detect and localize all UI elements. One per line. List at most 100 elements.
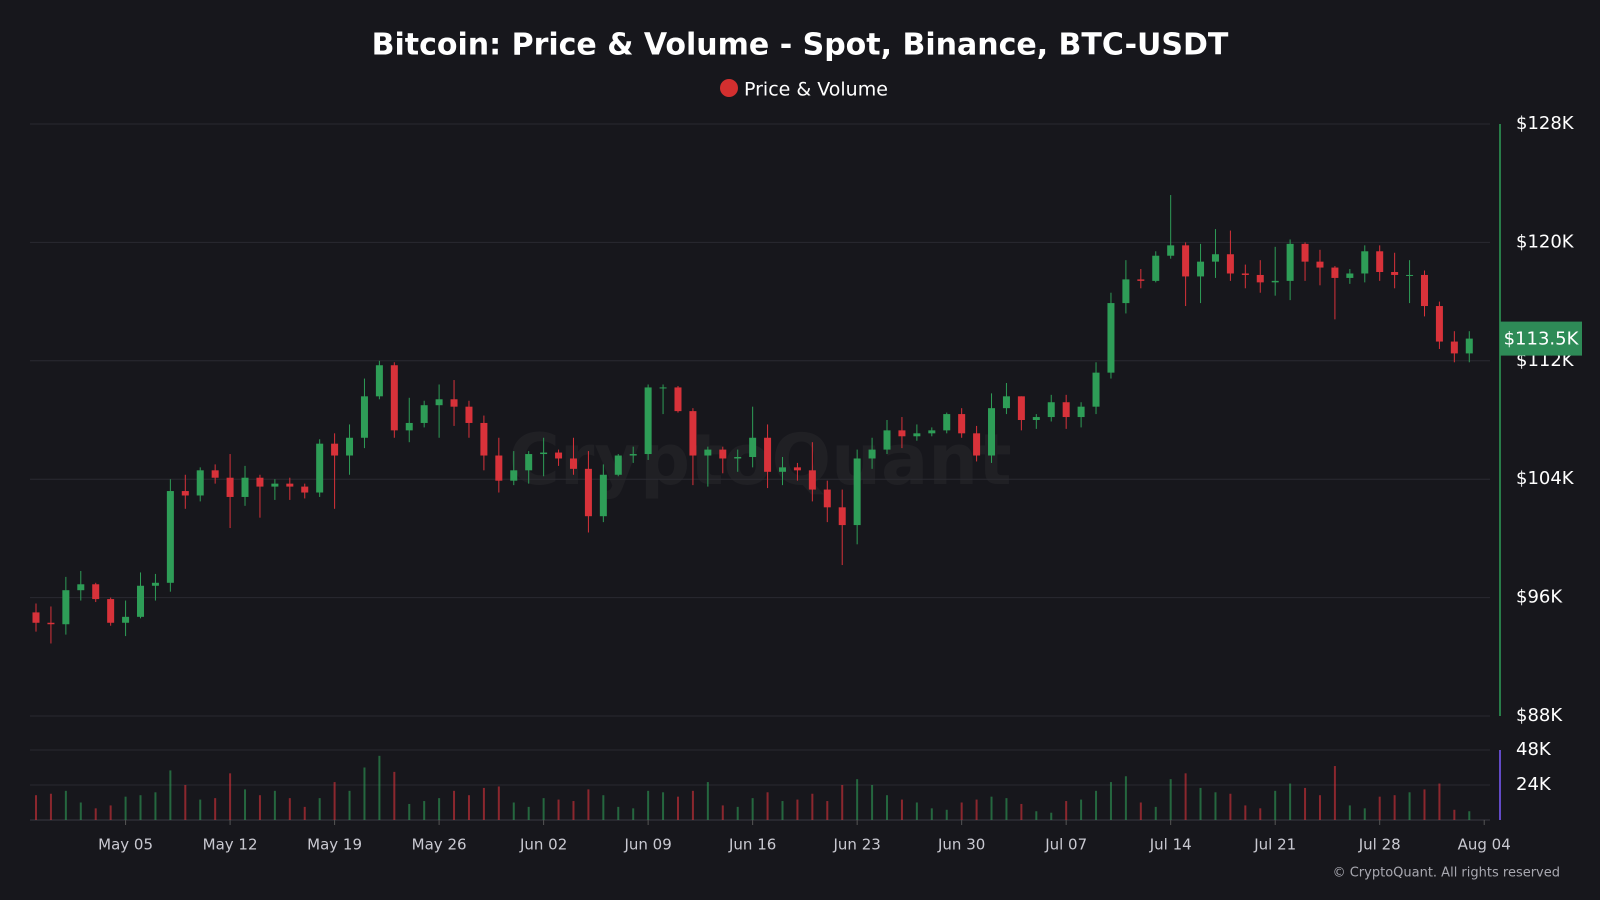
candle-body [1361,251,1369,274]
candle-body [301,486,309,493]
volume-bar [826,801,829,820]
candle-body [599,474,607,517]
candle-body [465,406,473,423]
volume-bar [945,809,948,820]
volume-bar [512,802,515,820]
candle-body [405,422,413,431]
candle-body [1211,254,1219,262]
volume-bar [1423,789,1426,820]
volume-bar [632,808,635,820]
candle-body [211,470,219,478]
volume-bar [811,793,814,820]
volume-bar [1124,776,1127,820]
candle-body [1346,273,1354,278]
legend-marker[interactable] [720,79,738,97]
candle-body [1420,274,1428,307]
price-tag [1500,321,1582,356]
volume-bar [990,796,993,820]
volume-bar [960,802,963,820]
volume-bar [214,798,217,820]
volume-bar [1065,801,1068,820]
volume-bar [542,798,545,820]
x-tick-label: Jul 21 [1253,836,1296,854]
candle-body [1316,261,1324,268]
volume-bar [169,770,172,820]
candle-body [286,483,294,487]
y-tick-label: $88K [1516,705,1563,726]
candle-body [838,507,846,526]
candle-body [1256,274,1264,283]
x-tick-label: May 12 [203,836,258,854]
volume-bar [915,802,918,820]
volume-bar [587,789,590,820]
candle-body [584,468,592,517]
candle-body [1331,267,1339,278]
volume-bar [706,782,709,820]
candle-body [420,405,428,423]
x-tick-label: Aug 04 [1458,836,1511,854]
volume-bar [318,798,321,820]
y-tick-label: $128K [1516,113,1575,134]
candle-body [390,365,398,431]
volume-bar [557,799,560,820]
volume-bar [1050,812,1053,820]
volume-bar [154,792,157,820]
volume-bar [273,790,276,820]
chart-title: Bitcoin: Price & Volume - Spot, Binance,… [372,28,1229,63]
candle-body [375,365,383,397]
volume-bar [124,796,127,820]
y2-tick-label: 24K [1516,774,1552,795]
volume-bar [736,806,739,820]
legend-label[interactable]: Price & Volume [744,79,888,101]
candle-body [1107,303,1115,373]
candle-body [1301,243,1309,262]
volume-bar [751,798,754,820]
candle-body [749,437,757,457]
candle-body [913,433,921,437]
candle-body [1435,306,1443,342]
volume-bar [199,799,202,820]
candle-body [480,422,488,456]
volume-bar [1139,802,1142,820]
candle-body [196,470,204,496]
y-tick-label: $120K [1516,231,1575,252]
candle-body [1152,255,1160,281]
candle-body [973,433,981,456]
candle-body [779,467,786,472]
candle-body [1376,251,1384,272]
candle-body [62,590,70,625]
candle-body [166,491,174,583]
candle-body [137,585,145,617]
candle-body [689,411,697,456]
x-tick-label: Jun 16 [728,836,776,854]
volume-bar [1259,808,1262,820]
x-tick-label: May 26 [412,836,467,854]
volume-bar [1393,795,1396,820]
candle-body [495,455,503,481]
candle-body [1062,402,1070,418]
volume-bar [423,801,426,820]
volume-bar [1095,790,1098,820]
candle-body [435,399,443,406]
candle-body [241,477,249,497]
candle-body [271,483,279,487]
volume-bar [975,799,978,820]
volume-bar [1438,783,1441,820]
volume-bar [527,806,530,820]
candle-body [1182,245,1190,277]
candle-body [958,414,966,434]
volume-bar [766,792,769,820]
volume-bar [333,782,336,820]
candle-body [764,437,772,472]
volume-bar [288,798,291,820]
candle-body [1197,261,1205,277]
x-tick-label: Jun 02 [519,836,567,854]
volume-bar [1005,798,1008,820]
volume-bar [1333,766,1336,820]
y-tick-label: $104K [1516,468,1575,489]
x-tick-label: May 19 [307,836,362,854]
volume-bar [1109,782,1112,820]
volume-bar [1169,779,1172,820]
y2-tick-label: 48K [1516,739,1552,760]
volume-bar [229,773,232,820]
